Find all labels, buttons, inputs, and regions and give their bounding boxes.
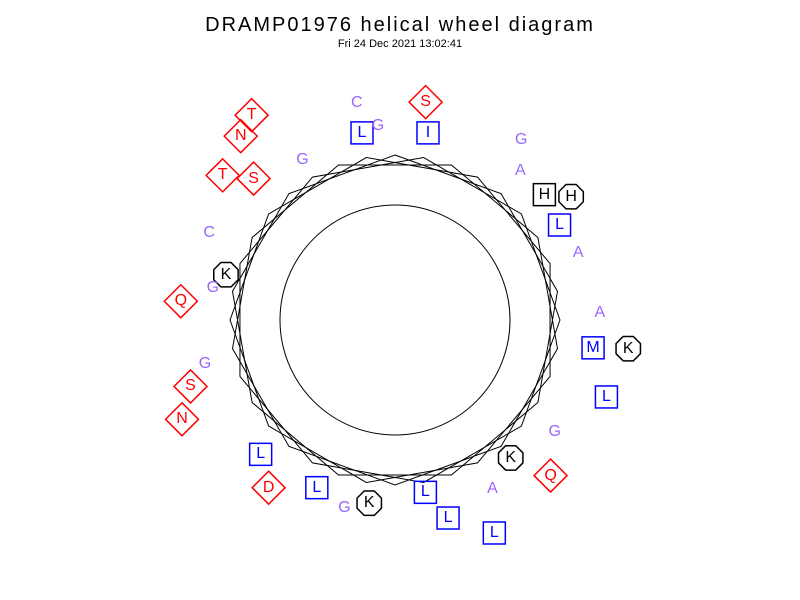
residue-L: L [602,388,611,406]
residue-G: G [338,499,350,517]
residue-L: L [256,445,265,463]
residue-L: L [444,509,453,527]
residue-K: K [221,266,232,284]
helical-wheel-svg [0,0,800,600]
residue-G: G [549,423,561,441]
residue-A: A [515,162,526,180]
residue-L: L [490,524,499,542]
residue-S: S [420,93,431,111]
residue-G: G [207,279,219,297]
residue-N: N [176,410,188,428]
residue-K: K [505,449,516,467]
residue-G: G [199,355,211,373]
residue-S: S [248,170,259,188]
residue-K: K [364,494,375,512]
residue-K: K [623,340,634,358]
residue-L: L [358,124,367,142]
residue-I: I [426,124,430,142]
residue-Q: Q [175,292,187,310]
residue-M: M [586,339,599,357]
residue-T: T [247,106,257,124]
residue-C: C [351,94,363,112]
residue-A: A [487,480,498,498]
residue-H: H [539,186,551,204]
residue-G: G [372,117,384,135]
residue-D: D [263,479,275,497]
residue-N: N [235,127,247,145]
residue-Q: Q [544,467,556,485]
residue-L: L [312,479,321,497]
residue-A: A [573,244,584,262]
residue-S: S [185,377,196,395]
residue-G: G [296,151,308,169]
residue-G: G [515,131,527,149]
residue-A: A [595,304,606,322]
residue-L: L [555,216,564,234]
residue-L: L [421,483,430,501]
residue-T: T [218,166,228,184]
residue-C: C [203,224,215,242]
residue-H: H [565,188,577,206]
